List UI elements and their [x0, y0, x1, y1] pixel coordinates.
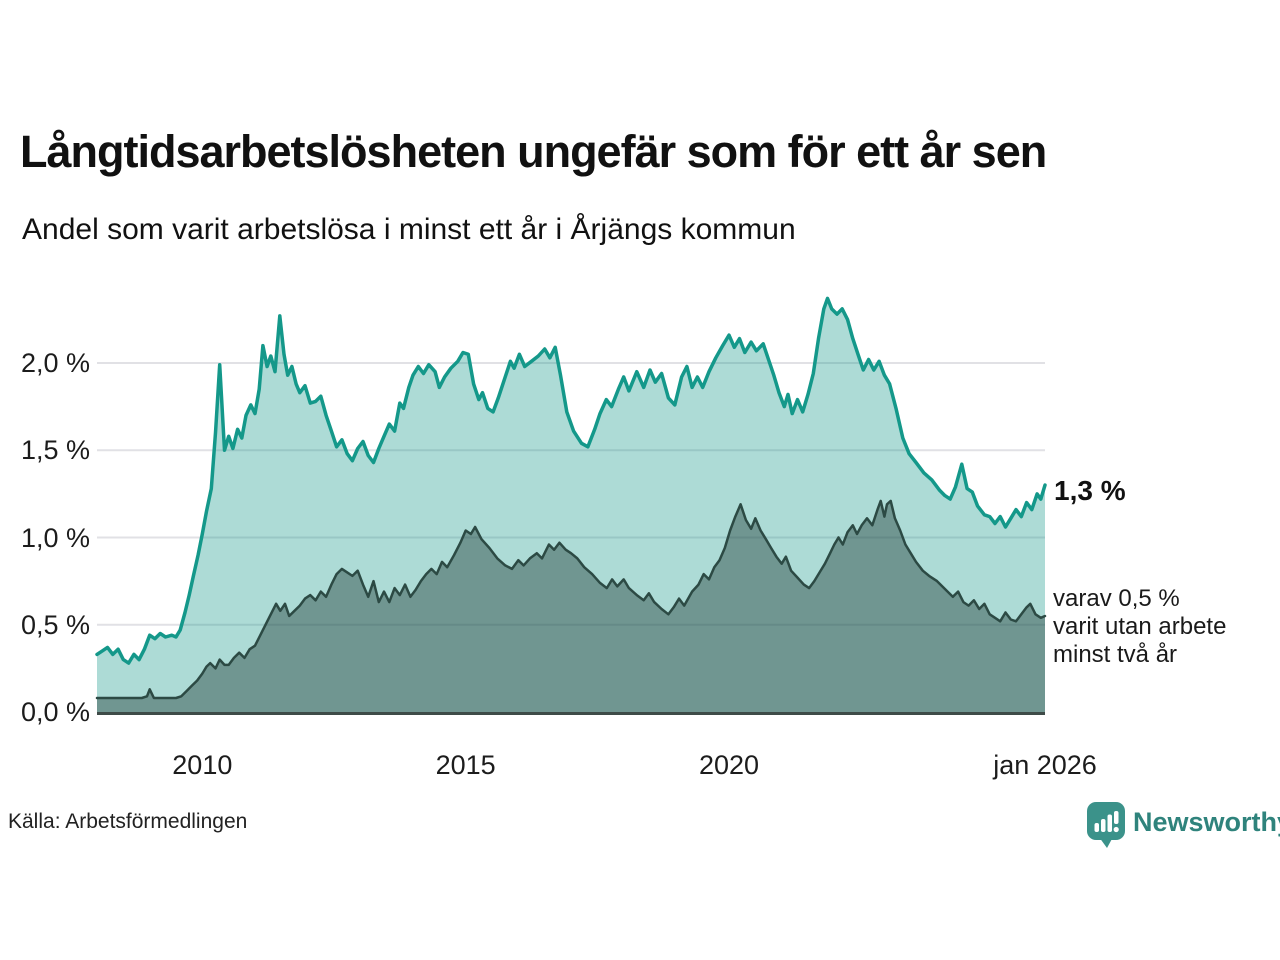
series-1-area	[97, 298, 1045, 712]
page-subtitle: Andel som varit arbetslösa i minst ett å…	[22, 213, 796, 246]
series-2-line	[95, 499, 1047, 700]
newsworthy-logo-icon	[1087, 802, 1125, 848]
series-1-line	[95, 296, 1047, 665]
y-axis-tick-label: 1,5 %	[20, 435, 90, 466]
latest-value-label: 1,3 %	[1054, 475, 1126, 506]
x-axis-tick-label: 2010	[172, 750, 233, 780]
x-axis-tick-label: jan 2026	[993, 750, 1097, 780]
note-line: varit utan arbete	[1053, 613, 1227, 640]
y-axis-tick-label: 1,0 %	[20, 522, 90, 553]
series-2-area	[97, 500, 1045, 712]
newsworthy-brand-name: Newsworthy	[1133, 807, 1280, 837]
y-axis-tick-label: 0,5 %	[20, 609, 90, 640]
y-axis-tick-label: 2,0 %	[20, 348, 90, 378]
y-axis-tick-label: 0,0 %	[20, 697, 90, 727]
x-axis-tick-label: 2020	[698, 750, 760, 780]
source-attribution: Källa: Arbetsförmedlingen	[8, 810, 248, 833]
note-line: varav 0,5 %	[1053, 585, 1180, 612]
x-axis-tick-label: 2015	[435, 750, 496, 780]
newsworthy-brand: Newsworthy	[1086, 801, 1280, 849]
page-title: Långtidsarbetslösheten ungefär som för e…	[20, 126, 1047, 177]
note-line: minst två år	[1053, 641, 1178, 668]
series-note-annotation: varav 0,5 % varit utan arbete minst två …	[1053, 585, 1226, 669]
